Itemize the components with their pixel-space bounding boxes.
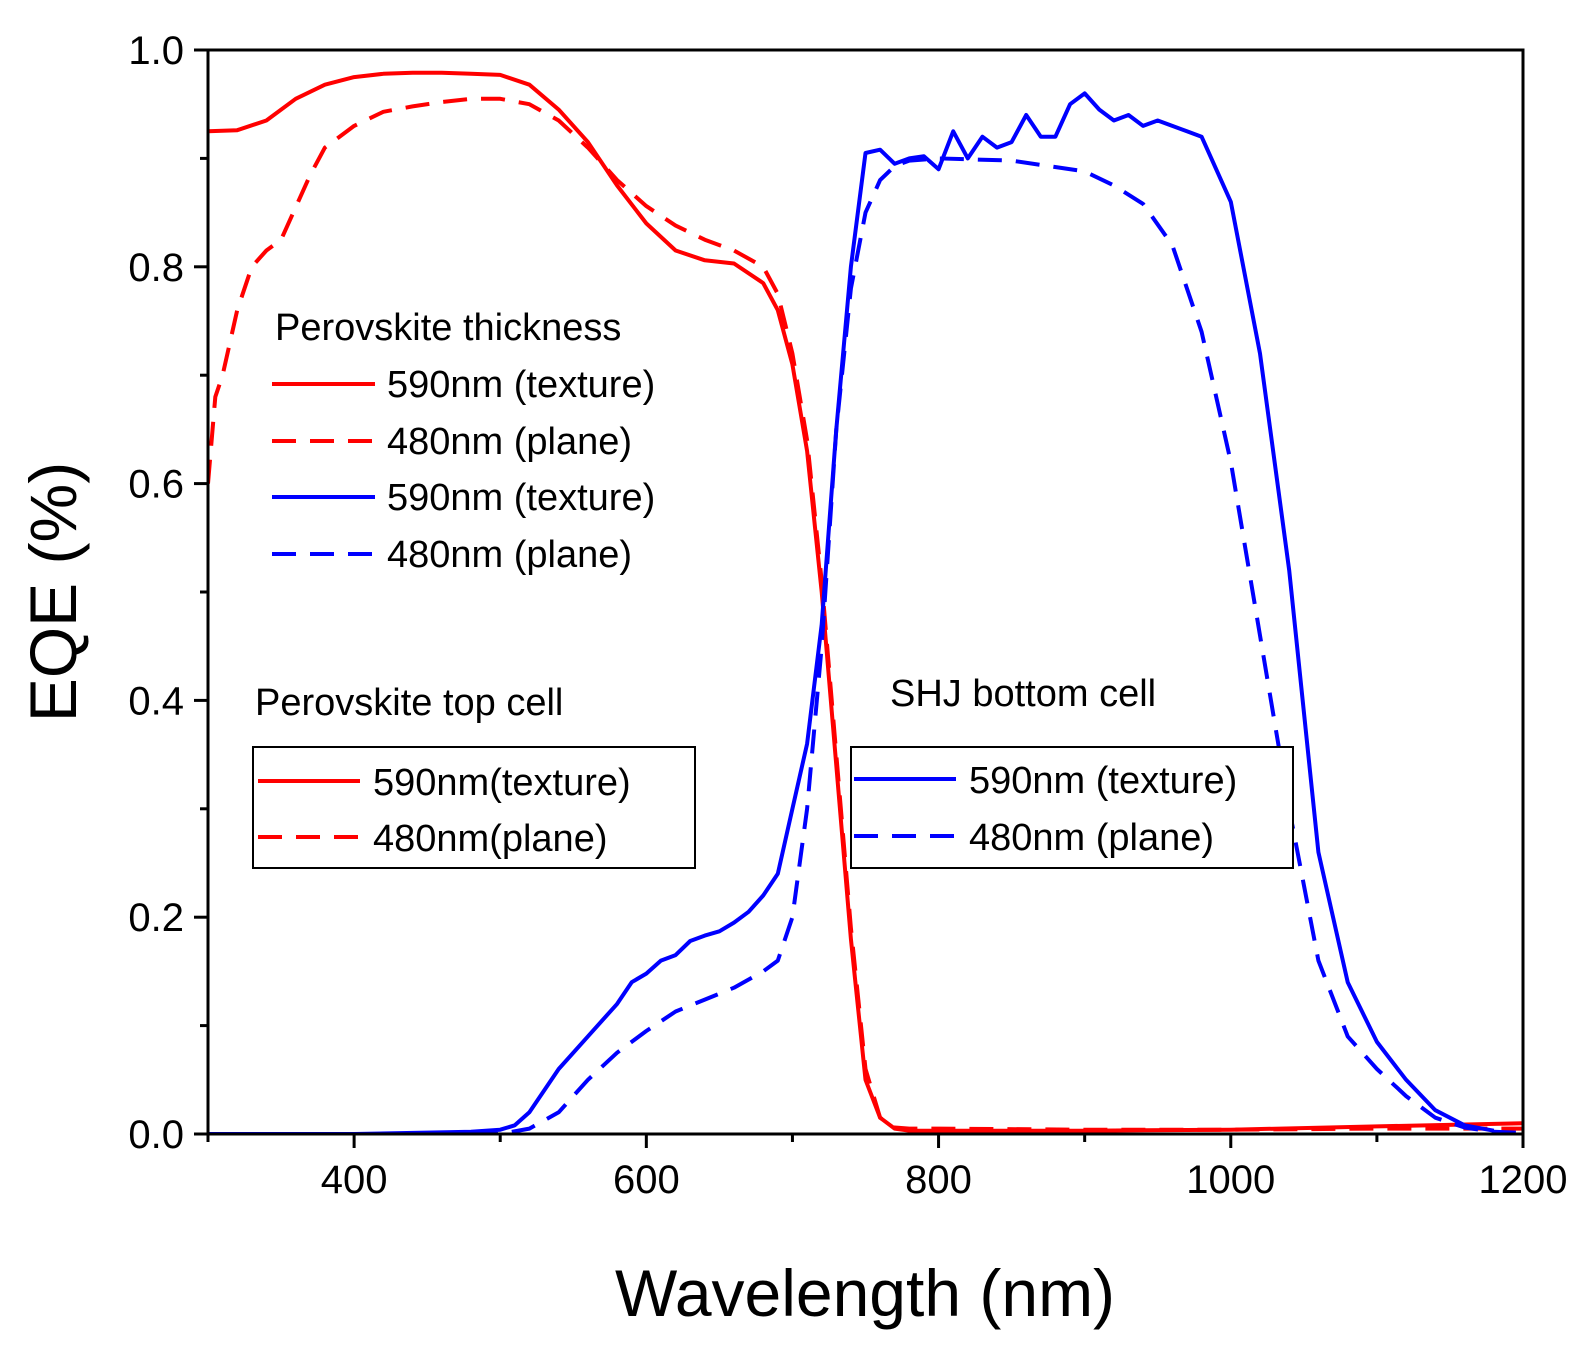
y-tick-label: 0.0 [128, 1113, 184, 1157]
legend-thickness-label-2: 480nm (plane) [387, 421, 632, 463]
y-tick-label: 0.4 [128, 679, 184, 723]
legend-thickness-label-4: 480nm (plane) [387, 534, 632, 576]
y-tick-label: 0.6 [128, 463, 184, 507]
series-line-4 [208, 156, 1523, 1134]
series-layer [208, 70, 1523, 1134]
x-tick-label: 800 [905, 1158, 972, 1202]
y-axis-title: EQE (%) [16, 462, 90, 722]
legend-thickness-title: Perovskite thickness [275, 307, 621, 349]
y-tick-label: 0.2 [128, 896, 184, 940]
legend-top-cell-box [252, 746, 696, 869]
series-line-3 [208, 91, 1495, 1134]
series-line-2 [208, 96, 1523, 1132]
legend-top-cell: Perovskite top cell 590nm(texture) 480nm… [252, 682, 696, 869]
x-tick-label: 400 [321, 1158, 388, 1202]
legend-top-cell-label-2: 480nm(plane) [373, 818, 607, 860]
legend-top-cell-title: Perovskite top cell [255, 682, 563, 724]
x-tick-label: 600 [613, 1158, 680, 1202]
legend-bottom-cell-box [850, 746, 1294, 869]
y-tick-label: 1.0 [128, 29, 184, 73]
x-axis-title: Wavelength (nm) [615, 1256, 1115, 1330]
legend-thickness-label-1: 590nm (texture) [387, 364, 655, 406]
legend-bottom-cell-label-1: 590nm (texture) [969, 760, 1237, 802]
legend-top-cell-label-1: 590nm(texture) [373, 762, 631, 804]
ticks-layer: 400 600 800 1000 1200 0.0 0.2 0.4 0.6 0.8 1.0 [128, 29, 1567, 1202]
y-tick-label: 0.8 [128, 246, 184, 290]
x-tick-label: 1000 [1186, 1158, 1275, 1202]
legend-bottom-cell-title: SHJ bottom cell [890, 673, 1156, 715]
legend-thickness: Perovskite thickness 590nm (texture) 480… [272, 307, 655, 576]
x-tick-label: 1200 [1479, 1158, 1568, 1202]
legend-bottom-cell-label-2: 480nm (plane) [969, 817, 1214, 859]
legend-thickness-label-3: 590nm (texture) [387, 477, 655, 519]
legend-bottom-cell: SHJ bottom cell 590nm (texture) 480nm (p… [850, 673, 1294, 869]
